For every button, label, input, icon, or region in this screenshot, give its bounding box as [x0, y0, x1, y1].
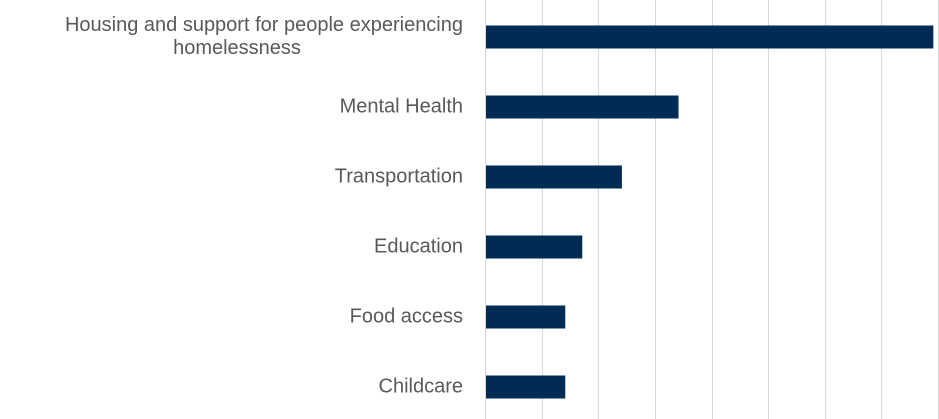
gridlines: [485, 0, 939, 419]
bar-food-access: [486, 305, 566, 329]
category-label: Education: [374, 235, 463, 257]
bars: [486, 25, 934, 399]
bar-housing-and-support-for-people-experiencing-homelessness: [486, 25, 934, 49]
bar-transportation: [486, 165, 622, 189]
category-label: Transportation: [335, 165, 463, 187]
category-label: Mental Health: [340, 95, 463, 117]
category-labels: Housing and support for people experienc…: [65, 14, 463, 398]
category-label: Housing and support for people experienc…: [65, 14, 463, 59]
category-label: Childcare: [379, 375, 463, 397]
bar-childcare: [486, 375, 566, 399]
category-label: Food access: [350, 305, 463, 327]
bar-mental-health: [486, 95, 679, 119]
bar-education: [486, 235, 583, 259]
